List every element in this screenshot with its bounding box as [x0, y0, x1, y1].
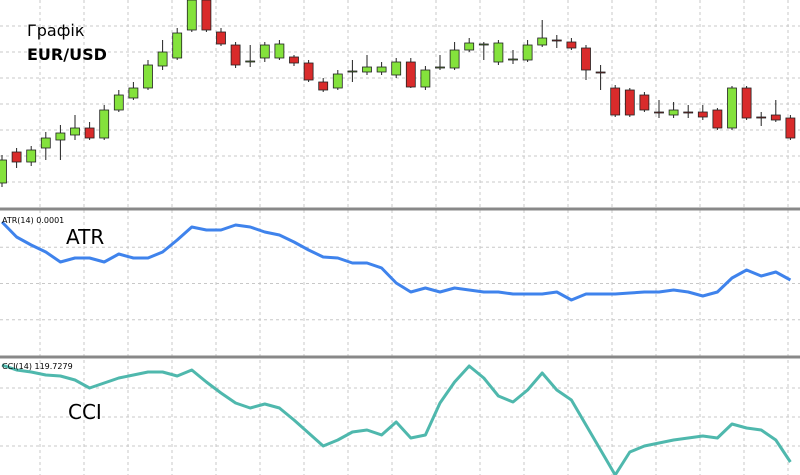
candle-body — [668, 109, 679, 116]
candle-body — [70, 127, 80, 136]
candle-body — [332, 73, 343, 89]
candle-body — [230, 44, 241, 66]
candle-body — [201, 0, 212, 31]
candle-body — [551, 39, 562, 42]
candle-body — [274, 43, 285, 59]
candle-body — [697, 111, 708, 118]
indicator-line — [1, 363, 792, 475]
candle-body — [26, 149, 37, 163]
candle-body — [727, 87, 737, 129]
candle-body — [581, 47, 591, 71]
candle-body — [84, 127, 95, 139]
candle-body — [639, 94, 650, 111]
candle-body — [172, 32, 183, 59]
candle-body — [770, 114, 781, 121]
chart-title: Графік — [27, 21, 85, 40]
candle-body — [595, 71, 606, 74]
candle-body — [420, 69, 431, 88]
candle-body — [435, 66, 445, 69]
candle-body — [128, 87, 139, 99]
candle-body — [347, 70, 358, 73]
indicator-line — [0, 220, 792, 302]
candle-body — [55, 132, 66, 141]
candle-body — [0, 159, 7, 184]
candle-body — [289, 56, 299, 64]
candle-body — [376, 66, 387, 73]
candle-body — [537, 37, 548, 46]
candle-body — [464, 42, 475, 51]
candle-body — [11, 151, 22, 163]
candle-body — [245, 60, 256, 63]
candle-body — [186, 0, 197, 31]
indicator-label: ATR(14) 0.0001 — [2, 216, 64, 225]
candle-body — [40, 137, 51, 149]
indicator-annotation: ATR — [66, 225, 104, 249]
candle-body — [157, 51, 168, 67]
candle-body — [683, 111, 694, 114]
candle-body — [405, 61, 416, 88]
candle-body — [449, 49, 460, 69]
candle-body — [522, 44, 533, 61]
indicator-label: CCI(14) 119.7279 — [2, 362, 73, 371]
candle-body — [113, 94, 124, 111]
candle-body — [391, 61, 402, 76]
candle-body — [99, 109, 110, 139]
candle-body — [493, 42, 504, 63]
candle-body — [303, 62, 314, 81]
candle-body — [143, 64, 153, 89]
candle-body — [654, 111, 664, 114]
candle-body — [566, 41, 577, 49]
candle-body — [508, 58, 518, 61]
candle-body — [216, 31, 226, 45]
indicator-annotation: CCI — [68, 400, 102, 424]
chart-subtitle: EUR/USD — [27, 45, 107, 64]
candle-body — [624, 89, 635, 116]
candle-body — [318, 81, 329, 91]
candle-body — [741, 87, 752, 119]
candle-body — [712, 109, 723, 129]
candle-body — [610, 87, 621, 116]
candle-body — [362, 66, 372, 73]
candle-body — [259, 44, 270, 59]
candle-body — [756, 116, 767, 119]
candle-body — [785, 117, 796, 139]
candle-body — [478, 43, 489, 46]
